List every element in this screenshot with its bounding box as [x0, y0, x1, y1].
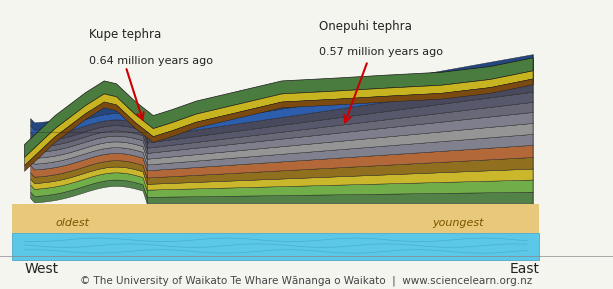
Polygon shape [31, 126, 147, 148]
Text: 0.57 million years ago: 0.57 million years ago [319, 47, 443, 57]
Polygon shape [25, 71, 533, 166]
Polygon shape [147, 145, 533, 178]
Polygon shape [147, 192, 533, 204]
Text: Onepuhi tephra: Onepuhi tephra [319, 20, 412, 32]
Polygon shape [31, 148, 147, 171]
Polygon shape [31, 161, 147, 184]
Polygon shape [147, 134, 533, 171]
Polygon shape [147, 123, 533, 165]
Text: oldest: oldest [55, 218, 89, 227]
Polygon shape [147, 169, 533, 190]
Polygon shape [147, 112, 533, 159]
Polygon shape [31, 131, 147, 153]
Polygon shape [31, 180, 147, 204]
Text: East: East [509, 262, 539, 276]
Text: Kupe tephra: Kupe tephra [89, 28, 161, 41]
Text: youngest: youngest [433, 218, 484, 227]
Polygon shape [147, 92, 533, 148]
Polygon shape [31, 173, 147, 197]
Polygon shape [31, 153, 147, 178]
Polygon shape [31, 106, 147, 131]
Polygon shape [25, 58, 533, 158]
Polygon shape [147, 180, 533, 197]
Polygon shape [31, 114, 147, 137]
Polygon shape [147, 68, 533, 137]
Polygon shape [12, 233, 539, 260]
Text: West: West [25, 262, 59, 276]
Text: 0.64 million years ago: 0.64 million years ago [89, 56, 213, 66]
Polygon shape [12, 204, 539, 233]
Polygon shape [147, 102, 533, 153]
Polygon shape [31, 167, 147, 190]
Polygon shape [147, 55, 533, 131]
Polygon shape [147, 81, 533, 143]
Polygon shape [31, 136, 147, 159]
Polygon shape [147, 158, 533, 184]
Polygon shape [31, 142, 147, 165]
Polygon shape [31, 120, 147, 143]
Text: © The University of Waikato Te Whare Wānanga o Waikato  |  www.sciencelearn.org.: © The University of Waikato Te Whare Wān… [80, 276, 533, 286]
Polygon shape [25, 79, 533, 171]
